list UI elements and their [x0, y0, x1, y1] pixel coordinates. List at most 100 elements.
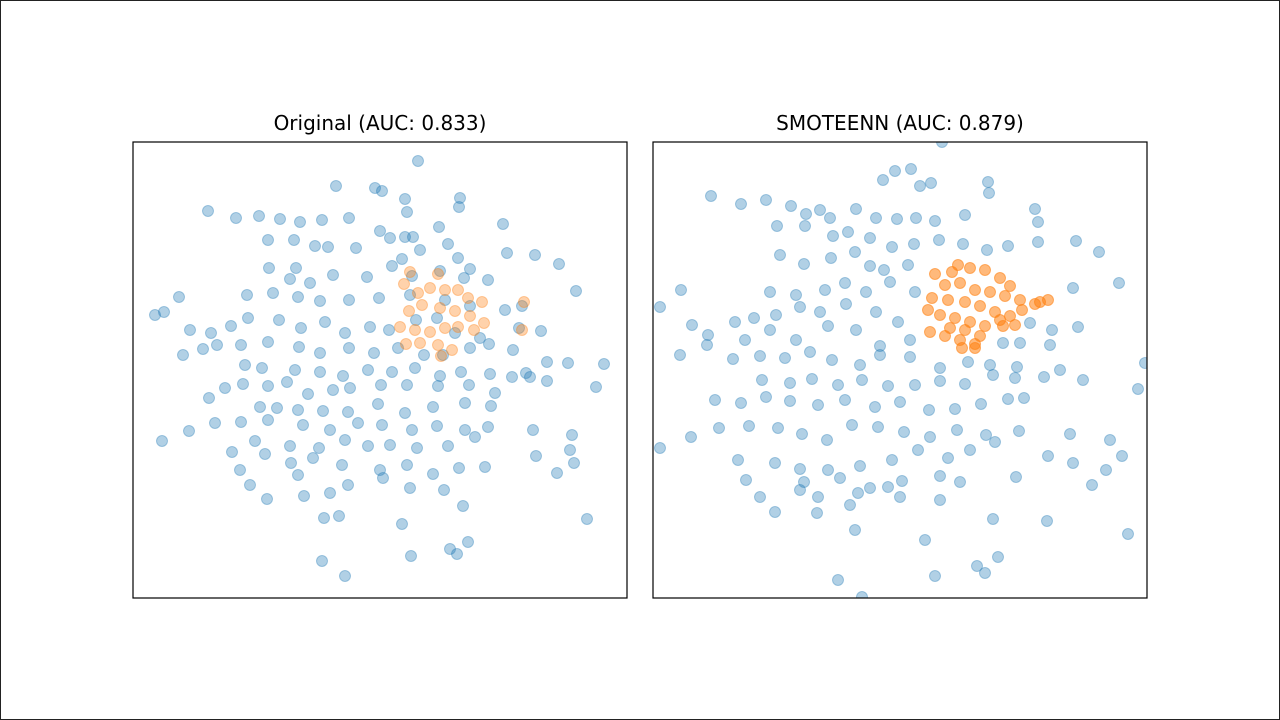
axes-frame-original [132, 141, 628, 599]
scatter-point-majority [814, 204, 826, 216]
scatter-point-majority [344, 382, 356, 394]
scatter-point-majority [427, 401, 439, 413]
scatter-point-majority [263, 262, 275, 274]
scatter-point-majority [399, 231, 411, 243]
scatter-point-majority [254, 401, 266, 413]
scatter-point-minority [939, 279, 951, 291]
scatter-point-minority [516, 324, 528, 336]
scatter-point-minority [462, 292, 474, 304]
scatter-point-majority [894, 491, 906, 503]
scatter-point-majority [262, 414, 274, 426]
scatter-point-majority [541, 356, 553, 368]
scatter-point-majority [1024, 317, 1036, 329]
scatter-point-majority [794, 463, 806, 475]
scatter-point-majority [399, 193, 411, 205]
scatter-point-majority [1002, 393, 1014, 405]
scatter-point-majority [211, 339, 223, 351]
scatter-point-majority [981, 244, 993, 256]
scatter-point-majority [856, 374, 868, 386]
scatter-point-majority [362, 364, 374, 376]
scatter-point-majority [288, 234, 300, 246]
scatter-point-majority [929, 215, 941, 227]
scatter-point-majority [1139, 357, 1147, 369]
scatter-point-majority [253, 210, 265, 222]
scatter-point-majority [654, 442, 666, 454]
scatter-point-majority [372, 398, 384, 410]
scatter-point-minority [974, 330, 986, 342]
scatter-point-majority [442, 238, 454, 250]
scatter-point-minority [969, 284, 981, 296]
scatter-point-majority [177, 349, 189, 361]
scatter-point-minority [956, 342, 968, 354]
scatter-point-minority [404, 266, 416, 278]
scatter-point-majority [350, 242, 362, 254]
scatter-point-majority [297, 419, 309, 431]
scatter-point-majority [337, 370, 349, 382]
scatter-point-majority [842, 226, 854, 238]
scatter-point-majority [784, 377, 796, 389]
scatter-point-majority [392, 342, 404, 354]
scatter-point-minority [478, 317, 490, 329]
scatter-point-majority [979, 567, 991, 579]
scatter-point-majority [241, 289, 253, 301]
scatter-point-majority [527, 424, 539, 436]
scatter-point-majority [909, 286, 921, 298]
scatter-point-majority [685, 431, 697, 443]
scatter-point-majority [821, 434, 833, 446]
scatter-point-majority [259, 448, 271, 460]
scatter-point-minority [452, 321, 464, 333]
scatter-point-majority [444, 543, 456, 555]
scatter-point-majority [924, 431, 936, 443]
scatter-point-majority [869, 401, 881, 413]
scatter-point-majority [1067, 282, 1079, 294]
scatter-point-majority [934, 494, 946, 506]
scatter-point-majority [904, 334, 916, 346]
scatter-point-majority [274, 213, 286, 225]
scatter-point-majority [407, 231, 419, 243]
scatter-point-majority [912, 444, 924, 456]
scatter-point-majority [1002, 240, 1014, 252]
scatter-point-majority [1070, 235, 1082, 247]
scatter-point-minority [439, 284, 451, 296]
scatter-point-majority [832, 574, 844, 586]
scatter-point-majority [352, 417, 364, 429]
scatter-point-majority [779, 352, 791, 364]
scatter-point-majority [489, 387, 501, 399]
scatter-point-majority [396, 253, 408, 265]
scatter-point-majority [384, 232, 396, 244]
scatter-point-majority [982, 176, 994, 188]
scatter-point-majority [905, 163, 917, 175]
scatter-point-majority [800, 208, 812, 220]
scatter-point-majority [785, 200, 797, 212]
scatter-point-majority [896, 475, 908, 487]
scatter-point-majority [1029, 203, 1041, 215]
scatter-point-minority [518, 296, 530, 308]
scatter-point-majority [409, 362, 421, 374]
scatter-point-majority [1104, 434, 1116, 446]
subplot-title-smoteenn: SMOTEENN (AUC: 0.879) [776, 111, 1024, 135]
scatter-point-majority [318, 512, 330, 524]
scatter-point-majority [292, 469, 304, 481]
scatter-point-majority [149, 309, 161, 321]
scatter-point-majority [197, 343, 209, 355]
scatter-point-majority [570, 285, 582, 297]
scatter-point-majority [307, 452, 319, 464]
scatter-point-majority [754, 491, 766, 503]
scatter-point-majority [562, 357, 574, 369]
scatter-point-majority [959, 209, 971, 221]
scatter-point-majority [209, 417, 221, 429]
scatter-point-majority [856, 591, 868, 598]
scatter-point-majority [923, 404, 935, 416]
scatter-point-majority [386, 366, 398, 378]
scatter-point-majority [396, 518, 408, 530]
scatter-point-majority [860, 286, 872, 298]
scatter-point-majority [764, 324, 776, 336]
axes-frame-smoteenn [652, 141, 1148, 599]
scatter-point-majority [819, 284, 831, 296]
scatter-point-majority [262, 336, 274, 348]
subplot-title-original: Original (AUC: 0.833) [274, 111, 487, 135]
scatter-point-majority [581, 513, 593, 525]
scatter-point-majority [854, 359, 866, 371]
scatter-point-majority [814, 306, 826, 318]
scatter-point-majority [872, 421, 884, 433]
